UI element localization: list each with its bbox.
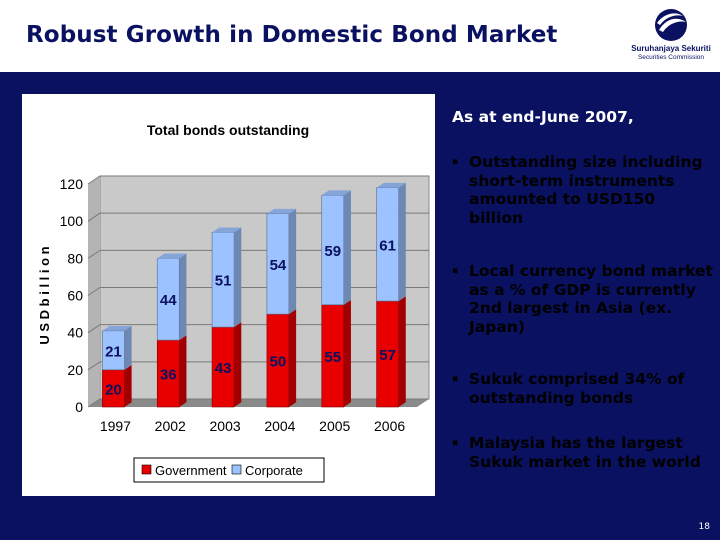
intro-text: As at end-June 2007, — [452, 108, 634, 126]
legend-label: Government — [155, 463, 227, 478]
bullet-item-1: ▪ Outstanding size including short-term … — [452, 153, 714, 227]
bar-side — [343, 190, 351, 305]
bullet-text-3: Sukuk comprised 34% of outstanding bonds — [469, 370, 685, 407]
y-tick-label: 120 — [60, 176, 84, 192]
x-tick-label: 2005 — [319, 418, 350, 434]
bar-top — [321, 190, 351, 196]
x-tick-label: 2006 — [374, 418, 405, 434]
bar-side — [234, 322, 242, 407]
bond-chart-panel: Total bonds outstanding 0 20 40 60 80 100 120 U … — [22, 94, 435, 496]
bar-top — [212, 227, 242, 233]
x-tick-label: 2004 — [264, 418, 295, 434]
gridline — [87, 249, 429, 259]
bar-side — [124, 365, 132, 407]
x-tick-label: 2003 — [210, 418, 241, 434]
bar-side — [234, 227, 242, 328]
securities-commission-logo: Suruhanjaya Sekuriti Securities Commissi… — [626, 8, 716, 66]
bullet-marker-icon: ▪ — [452, 374, 459, 384]
bar-side — [398, 182, 406, 302]
bar-side — [288, 309, 297, 407]
gridline — [87, 398, 429, 408]
bullet-text-2: Local currency bond market as a % of GDP… — [469, 262, 713, 336]
gridline — [87, 324, 429, 334]
legend-label: Corporate — [245, 463, 303, 478]
x-tick-label: 1997 — [100, 418, 131, 434]
legend-swatch — [141, 464, 152, 475]
y-tick-label: 0 — [75, 399, 83, 415]
y-axis-label: U S D b i l l i o n — [37, 246, 52, 344]
data-label: 21 — [105, 343, 122, 360]
bar-top — [102, 326, 132, 331]
legend-box — [133, 457, 325, 483]
data-label: 57 — [379, 347, 396, 364]
gridline — [87, 287, 429, 296]
bar-side — [179, 253, 187, 341]
logo-name: Suruhanjaya Sekuriti — [631, 44, 711, 53]
bullet-text-1: Outstanding size including short-term in… — [469, 153, 703, 227]
data-label: 36 — [160, 367, 177, 384]
bar-side — [343, 299, 351, 407]
y-tick-label: 80 — [67, 250, 83, 266]
bar-top — [376, 182, 406, 188]
legend-swatch — [231, 464, 242, 475]
data-label: 51 — [215, 273, 232, 290]
bullet-marker-icon: ▪ — [452, 266, 459, 276]
y-tick-label: 60 — [67, 288, 83, 304]
y-tick-label: 100 — [60, 213, 84, 229]
bar-side — [179, 335, 187, 407]
bullet-marker-icon: ▪ — [452, 157, 459, 167]
data-label: 54 — [270, 257, 287, 274]
bullet-item-4: ▪ Malaysia has the largest Sukuk market … — [452, 434, 714, 471]
data-label: 59 — [324, 243, 341, 260]
bullet-item-3: ▪ Sukuk comprised 34% of outstanding bon… — [452, 370, 714, 407]
x-tick-label: 2002 — [155, 418, 186, 434]
data-label: 61 — [379, 237, 396, 254]
data-label: 20 — [105, 381, 122, 398]
logo-subtitle: Securities Commission — [637, 54, 705, 61]
bullet-marker-icon: ▪ — [452, 438, 459, 448]
bar-top — [157, 253, 187, 259]
slide-header: Robust Growth in Domestic Bond Market Su… — [0, 0, 720, 72]
y-tick-label: 20 — [67, 362, 83, 378]
bullet-item-2: ▪ Local currency bond market as a % of G… — [452, 262, 714, 336]
page-number: 18 — [698, 522, 710, 532]
gridline — [87, 175, 429, 185]
data-label: 44 — [160, 292, 177, 309]
bar-top — [266, 208, 297, 214]
data-label: 55 — [324, 349, 341, 366]
stacked-bar-chart: Total bonds outstanding 0 20 40 60 80 100 120 U … — [37, 122, 430, 483]
gridline — [87, 212, 429, 222]
data-label: 50 — [270, 354, 287, 371]
bullet-text-4: Malaysia has the largest Sukuk market in… — [469, 434, 701, 471]
chart-title: Total bonds outstanding — [147, 122, 309, 138]
text-panel: As at end-June 2007, — [452, 108, 714, 126]
bar-side — [124, 326, 132, 370]
data-label: 43 — [215, 360, 232, 377]
y-tick-label: 40 — [67, 325, 83, 341]
bar-side — [398, 296, 406, 407]
gridline — [87, 361, 429, 371]
slide-title: Robust Growth in Domestic Bond Market — [26, 22, 558, 48]
bar-side — [288, 208, 297, 315]
logo-emblem-icon — [655, 9, 687, 41]
